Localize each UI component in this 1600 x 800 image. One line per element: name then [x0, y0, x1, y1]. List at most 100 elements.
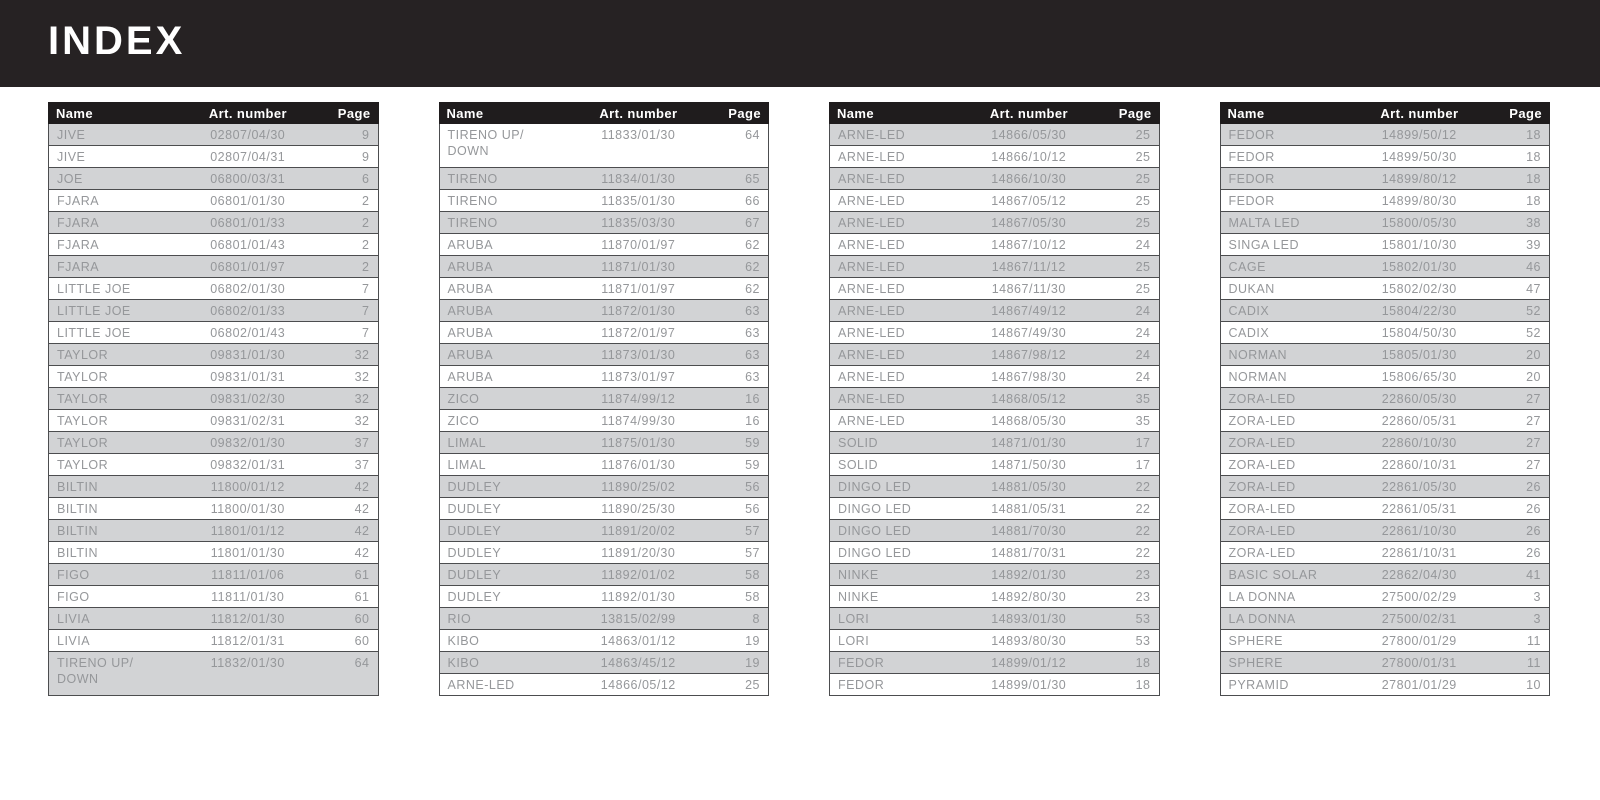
- table-row: KIBO 14863/01/12 19: [438, 629, 769, 652]
- product-name: DUDLEY: [447, 523, 502, 538]
- product-name: ZORA-LED: [1228, 523, 1296, 538]
- page-number: 22: [1135, 479, 1151, 494]
- page-number: 42: [354, 545, 370, 560]
- page-number: 9: [362, 127, 370, 142]
- page-number: 63: [745, 325, 760, 340]
- product-name: FEDOR: [838, 655, 885, 670]
- page-number: 16: [745, 391, 760, 406]
- page-number: 53: [1135, 633, 1151, 648]
- art-number: 14863/01/12: [600, 633, 676, 648]
- table-row: ARNE-LED 14866/05/30 25: [829, 123, 1160, 146]
- art-number: 11892/01/30: [601, 589, 676, 604]
- page-number: 22: [1135, 545, 1151, 560]
- table-row: ARUBA 11870/01/97 62: [438, 233, 769, 256]
- art-number: 09831/01/30: [210, 347, 286, 362]
- page-number: 58: [745, 567, 760, 582]
- table-row: ZORA-LED 22861/10/30 26: [1219, 519, 1550, 542]
- product-name: PYRAMID: [1228, 677, 1289, 692]
- art-number: 11871/01/97: [601, 281, 676, 296]
- page-number: 35: [1135, 391, 1151, 406]
- page-number: 59: [745, 457, 760, 472]
- art-number: 14867/49/30: [991, 325, 1067, 340]
- table-row: TAYLOR 09831/01/31 32: [48, 365, 379, 388]
- art-number: 06801/01/33: [210, 215, 286, 230]
- product-name: KIBO: [447, 655, 480, 670]
- table-row: LORI 14893/01/30 53: [829, 607, 1160, 630]
- art-number: 06802/01/43: [210, 325, 286, 340]
- page-number: 23: [1135, 589, 1151, 604]
- table-row: ZORA-LED 22861/05/31 26: [1219, 497, 1550, 520]
- table-row: BILTIN 11800/01/12 42: [48, 475, 379, 498]
- product-name: LIMAL: [447, 435, 487, 450]
- table-row: DUDLEY 11890/25/30 56: [438, 497, 769, 520]
- art-number: 11811/01/30: [211, 589, 285, 604]
- product-name: SINGA LED: [1228, 237, 1299, 252]
- page-number: 24: [1135, 303, 1151, 318]
- table-row: ARNE-LED 14868/05/12 35: [829, 387, 1160, 410]
- product-name: BILTIN: [57, 523, 98, 538]
- page-number: 8: [752, 611, 760, 626]
- table-row: ZORA-LED 22861/10/31 26: [1219, 541, 1550, 564]
- table-row: TAYLOR 09832/01/31 37: [48, 453, 379, 476]
- product-name: ZORA-LED: [1228, 457, 1296, 472]
- art-number: 14881/05/30: [991, 479, 1067, 494]
- product-name: LIVIA: [57, 611, 91, 626]
- table-row: ZICO 11874/99/12 16: [438, 387, 769, 410]
- index-table-1: Name Art. number Page JIVE 02807/04/30 9 JI…: [48, 102, 379, 696]
- table-row: DUDLEY 11891/20/30 57: [438, 541, 769, 564]
- art-number: 11871/01/30: [601, 259, 676, 274]
- page-number: 63: [745, 303, 760, 318]
- page-number: 16: [745, 413, 760, 428]
- art-number: 22861/05/31: [1381, 501, 1457, 516]
- art-number: 06802/01/30: [210, 281, 286, 296]
- product-name: LORI: [838, 611, 870, 626]
- product-name: TAYLOR: [57, 435, 109, 450]
- art-number: 11832/01/30: [210, 656, 285, 670]
- table-row: ZICO 11874/99/30 16: [438, 409, 769, 432]
- art-number: 02807/04/30: [210, 127, 286, 142]
- table-row: NINKE 14892/01/30 23: [829, 563, 1160, 586]
- column-header-page: Page: [1118, 105, 1152, 121]
- art-number: 14892/80/30: [991, 589, 1067, 604]
- product-name: TIRENO: [447, 215, 498, 230]
- page-number: 58: [745, 589, 760, 604]
- table-row: LIMAL 11875/01/30 59: [438, 431, 769, 454]
- table-body: TIRENO UP/ DOWN 11833/01/30 64 TIRENO 11834/…: [438, 123, 769, 696]
- column-header-page: Page: [728, 105, 761, 121]
- art-number: 15800/05/30: [1381, 215, 1457, 230]
- column-header-art-number: Art. number: [989, 105, 1068, 121]
- art-number: 11874/99/12: [601, 391, 676, 406]
- product-name: BASIC SOLAR: [1228, 567, 1318, 582]
- art-number: 14893/01/30: [991, 611, 1067, 626]
- page-number: 56: [745, 501, 760, 516]
- product-name: DUDLEY: [447, 567, 502, 582]
- product-name: FEDOR: [1228, 171, 1275, 186]
- art-number: 14881/70/31: [991, 545, 1067, 560]
- page-number: 41: [1526, 567, 1541, 582]
- table-row: ZORA-LED 22860/10/30 27: [1219, 431, 1550, 454]
- table-row: LA DONNA 27500/02/31 3: [1219, 607, 1550, 630]
- product-name: ARUBA: [447, 347, 494, 362]
- product-name: ARUBA: [447, 325, 494, 340]
- product-name: ARNE-LED: [838, 215, 906, 230]
- column-header-name: Name: [1227, 105, 1265, 121]
- product-name: FJARA: [57, 237, 100, 252]
- table-row: ARNE-LED 14867/05/30 25: [829, 211, 1160, 234]
- product-name: ZORA-LED: [1228, 479, 1296, 494]
- art-number: 14867/05/12: [991, 193, 1067, 208]
- product-name: ARNE-LED: [838, 193, 906, 208]
- product-name: LIMAL: [447, 457, 487, 472]
- page-number: 57: [745, 523, 760, 538]
- art-number: 15806/65/30: [1381, 369, 1457, 384]
- product-name: FIGO: [57, 567, 90, 582]
- page-number: 18: [1135, 655, 1151, 670]
- index-table-2: Name Art. number Page TIRENO UP/ DOWN 118…: [438, 102, 769, 696]
- product-name: TAYLOR: [57, 457, 109, 472]
- product-name: ARNE-LED: [838, 369, 906, 384]
- product-name: ARUBA: [447, 281, 494, 296]
- art-number: 14866/05/12: [600, 677, 676, 692]
- table-row: ZORA-LED 22861/05/30 26: [1219, 475, 1550, 498]
- product-name: LITTLE JOE: [57, 303, 131, 318]
- table-body: ARNE-LED 14866/05/30 25 ARNE-LED 14866/10/12…: [829, 123, 1160, 696]
- table-row: TIRENO 11834/01/30 65: [438, 167, 769, 190]
